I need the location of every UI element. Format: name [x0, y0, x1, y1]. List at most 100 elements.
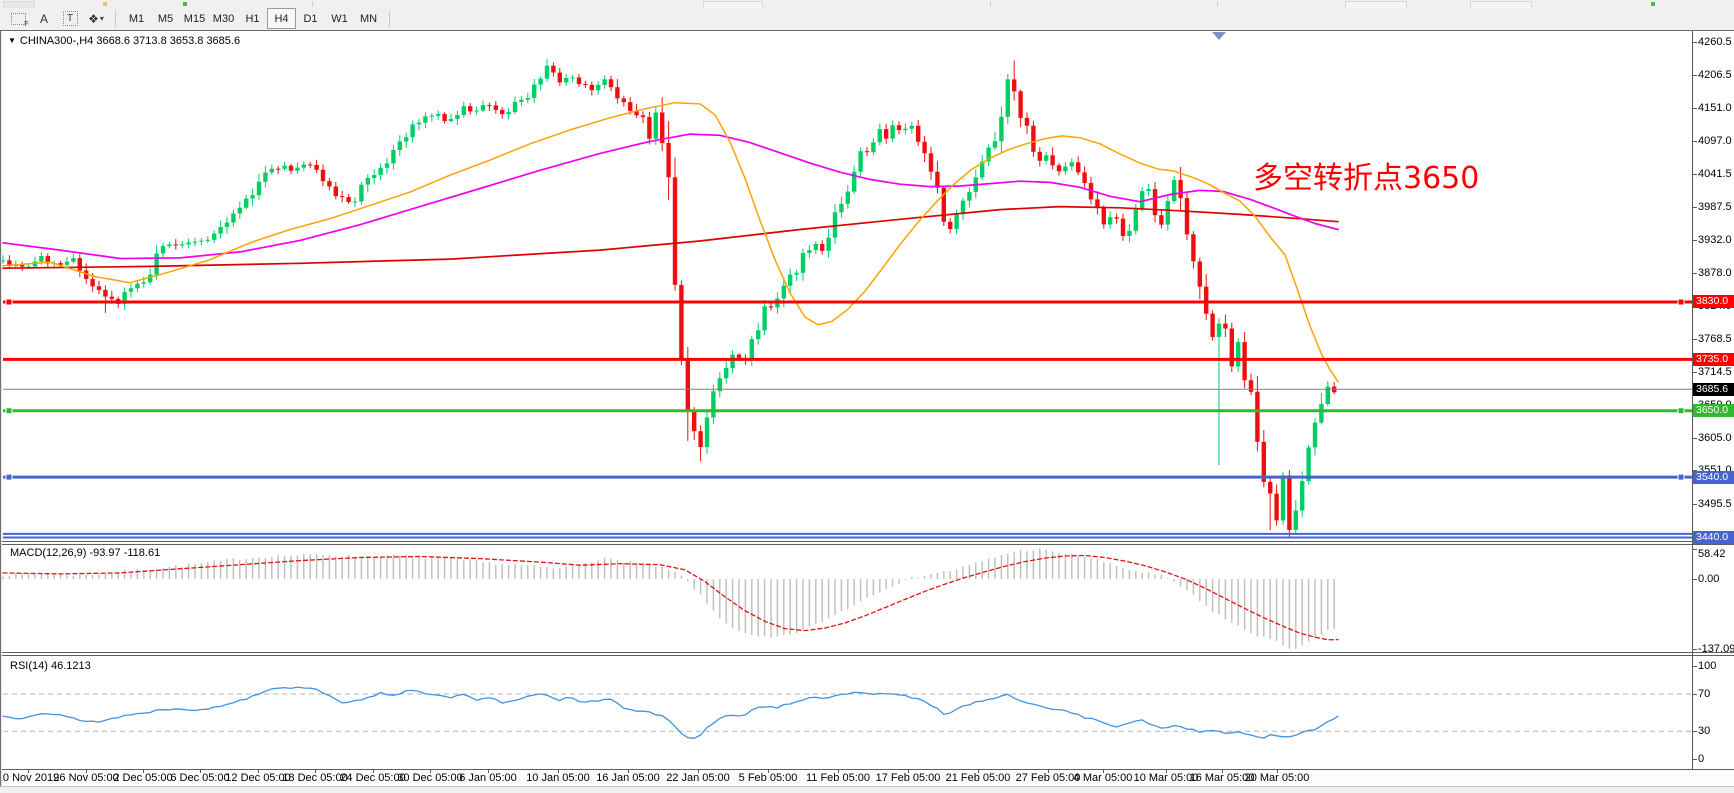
date-label: 16 Mar 05:00: [1189, 772, 1255, 784]
price-tick-label: 4206.5: [1698, 69, 1732, 81]
timeframe-button-group: M1 M5 M15 M30 H1 H4 D1 W1 MN: [122, 8, 383, 29]
rsi-tick-label: 70: [1698, 688, 1711, 700]
price-tick: [1692, 42, 1697, 43]
price-tick: [1692, 438, 1697, 439]
price-tick-label: 3605.0: [1698, 432, 1732, 444]
price-tag-3540.0: 3540.0: [1693, 471, 1734, 484]
date-label: 20 Nov 2019: [0, 772, 60, 784]
partial-icon: [1345, 1, 1407, 8]
rsi-tick: [1692, 731, 1697, 732]
price-tag-3650.0: 3650.0: [1693, 404, 1734, 417]
date-tick: [315, 769, 316, 773]
partial-icon: [103, 2, 107, 6]
rsi-canvas[interactable]: [0, 657, 1692, 768]
window-left-border: [0, 31, 1, 787]
date-label: 11 Feb 05:00: [805, 772, 871, 784]
timeframe-button-m1[interactable]: M1: [128, 12, 145, 25]
date-tick: [558, 769, 559, 773]
price-tick-label: 3987.5: [1698, 201, 1732, 213]
price-axis-border: [1692, 31, 1693, 769]
rsi-tick-label: 100: [1698, 660, 1717, 672]
timeframe-button-m30[interactable]: M30: [212, 12, 235, 25]
timeframe-button-mn[interactable]: MN: [359, 12, 378, 25]
symbol-ohlc-label: ▼ CHINA300-,H4 3668.6 3713.8 3653.8 3685.…: [8, 35, 241, 47]
pane-splitter[interactable]: [0, 652, 1734, 656]
price-tick: [1692, 141, 1697, 142]
price-tick-label: 3714.5: [1698, 366, 1732, 378]
date-tick: [978, 769, 979, 773]
toolbar-separator: [389, 10, 390, 27]
rsi-tick: [1692, 666, 1697, 667]
date-tick: [1222, 769, 1223, 773]
window-bottom-strip: [0, 786, 1734, 793]
macd-tick: [1692, 549, 1697, 550]
price-tick-label: 3495.5: [1698, 498, 1732, 510]
price-tag-3735.0: 3735.0: [1693, 353, 1734, 366]
text-label-tool-icon[interactable]: T: [58, 10, 82, 28]
date-label: 30 Dec 05:00: [397, 772, 463, 784]
timeframe-button-h1[interactable]: H1: [245, 12, 260, 25]
price-tag-3685.6: 3685.6: [1693, 383, 1734, 396]
date-label: 17 Feb 05:00: [875, 772, 941, 784]
partial-icon: [183, 2, 187, 6]
date-tick: [908, 769, 909, 773]
timeframe-button-d1[interactable]: D1: [303, 12, 318, 25]
date-label: 20 Mar 05:00: [1244, 772, 1310, 784]
font-tool-icon[interactable]: A: [39, 11, 48, 26]
toolbar-separator: [312, 1, 313, 7]
chart-shift-marker-icon[interactable]: [1212, 32, 1226, 40]
date-label: 12 Dec 05:00: [225, 772, 291, 784]
timeframe-button-h4[interactable]: H4: [267, 8, 296, 29]
date-tick: [430, 769, 431, 773]
toolbar-separator: [1217, 1, 1218, 7]
rsi-indicator-label: RSI(14) 46.1213: [10, 660, 91, 672]
price-tick-label: 4041.5: [1698, 168, 1732, 180]
price-tick: [1692, 273, 1697, 274]
price-tick-label: 4260.5: [1698, 36, 1732, 48]
rsi-tick: [1692, 694, 1697, 695]
date-tick: [768, 769, 769, 773]
date-tick: [1048, 769, 1049, 773]
price-tick: [1692, 504, 1697, 505]
date-label: 10 Mar 05:00: [1133, 772, 1199, 784]
toolbar-separator: [990, 1, 991, 7]
macd-tick-label: -137.09: [1698, 643, 1734, 655]
macd-tick-label: 0.00: [1698, 573, 1720, 585]
date-label: 10 Jan 05:00: [526, 772, 590, 784]
macd-canvas[interactable]: [0, 545, 1692, 652]
timeframe-button-w1[interactable]: W1: [331, 12, 348, 25]
grid-properties-icon[interactable]: F: [6, 10, 30, 28]
price-tag-3440.0: 3440.0: [1693, 531, 1734, 544]
price-tick: [1692, 75, 1697, 76]
price-tick-label: 3932.0: [1698, 234, 1732, 246]
date-tick: [628, 769, 629, 773]
date-tick: [143, 769, 144, 773]
date-label: 2 Dec 05:00: [113, 772, 173, 784]
chevron-down-icon: ▾: [99, 14, 104, 23]
partial-icon: [3, 1, 35, 8]
pane-splitter[interactable]: [0, 541, 1734, 545]
partial-icon: [1470, 1, 1532, 8]
date-tick: [86, 769, 87, 773]
date-label: 6 Jan 05:00: [459, 772, 517, 784]
macd-tick: [1692, 649, 1697, 650]
price-tick: [1692, 207, 1697, 208]
date-tick: [373, 769, 374, 773]
date-label: 22 Jan 05:00: [666, 772, 730, 784]
date-tick: [200, 769, 201, 773]
macd-indicator-label: MACD(12,26,9) -93.97 -118.61: [10, 547, 161, 559]
price-tick-label: 4151.0: [1698, 102, 1732, 114]
rsi-tick-label: 0: [1698, 753, 1705, 765]
grid-glyph: F: [10, 12, 29, 28]
date-tick: [698, 769, 699, 773]
shapes-tool-icon[interactable]: ❖ ▾: [84, 10, 108, 28]
rsi-tick-label: 30: [1698, 725, 1711, 737]
date-tick: [1166, 769, 1167, 773]
main-chart-canvas[interactable]: [0, 31, 1692, 542]
date-axis: [0, 769, 1734, 788]
timeframe-button-m5[interactable]: M5: [157, 12, 174, 25]
date-tick: [1103, 769, 1104, 773]
date-tick: [488, 769, 489, 773]
partial-icon: [703, 1, 763, 8]
timeframe-button-m15[interactable]: M15: [183, 12, 206, 25]
